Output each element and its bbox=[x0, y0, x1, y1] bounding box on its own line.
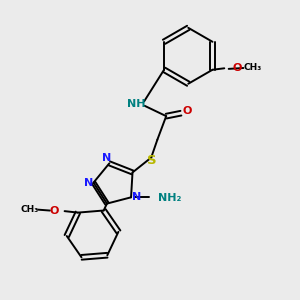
Text: O: O bbox=[49, 206, 58, 215]
Text: N: N bbox=[132, 192, 141, 202]
Text: N: N bbox=[84, 178, 93, 188]
Text: N: N bbox=[102, 153, 112, 163]
Text: O: O bbox=[183, 106, 192, 116]
Text: O: O bbox=[233, 63, 242, 73]
Text: NH₂: NH₂ bbox=[158, 193, 182, 203]
Text: S: S bbox=[147, 154, 156, 167]
Text: CH₃: CH₃ bbox=[20, 205, 38, 214]
Text: NH: NH bbox=[128, 99, 146, 110]
Text: CH₃: CH₃ bbox=[243, 63, 261, 72]
